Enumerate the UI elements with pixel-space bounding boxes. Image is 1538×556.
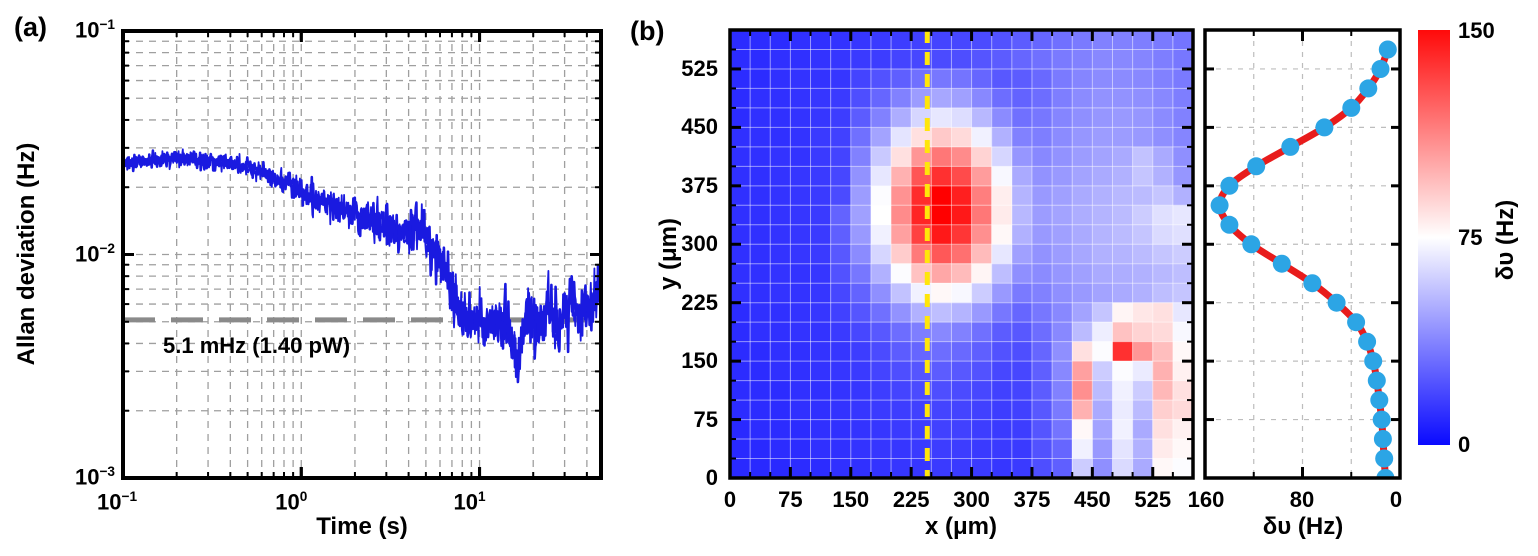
profile-x-axis-title: δυ (Hz) bbox=[1262, 513, 1344, 540]
panel-a-y-tick-label: 10−3 bbox=[74, 464, 115, 490]
heatmap-x-tick-label: 150 bbox=[832, 487, 870, 512]
heatmap-x-tick-label: 525 bbox=[1134, 487, 1172, 512]
panel-a-label: (a) bbox=[14, 12, 47, 42]
profile-tick-160: 160 bbox=[1187, 487, 1225, 512]
heatmap-y-tick-label: 525 bbox=[681, 55, 718, 81]
panel-a-x-tick-label: 100 bbox=[275, 489, 308, 515]
panel-a-x-axis-title: Time (s) bbox=[316, 513, 408, 540]
heatmap-y-tick-label: 150 bbox=[681, 348, 718, 374]
profile-tick-80: 80 bbox=[1289, 487, 1315, 512]
panel-a-x-tick-label: 10−1 bbox=[97, 489, 138, 515]
heatmap-y-tick-label: 450 bbox=[681, 114, 718, 140]
heatmap-x-axis-title: x (μm) bbox=[924, 513, 998, 540]
colorbar-min-label: 0 bbox=[1458, 432, 1471, 457]
heatmap-y-tick-label: 375 bbox=[681, 172, 718, 198]
heatmap-x-tick-label: 225 bbox=[892, 487, 930, 512]
colorbar-title: δυ (Hz) bbox=[1492, 199, 1519, 281]
panel-a-y-axis-title: Allan deviation (Hz) bbox=[13, 142, 40, 366]
panel-b-label: (b) bbox=[630, 16, 665, 46]
heatmap-y-tick-label: 0 bbox=[705, 465, 718, 490]
heatmap-x-tick-label: 300 bbox=[953, 487, 990, 512]
heatmap-x-tick-label: 450 bbox=[1073, 487, 1111, 512]
heatmap-x-tick-label: 0 bbox=[723, 487, 737, 512]
colorbar-mid-label: 75 bbox=[1458, 225, 1483, 250]
heatmap-y-tick-label: 225 bbox=[681, 289, 718, 315]
heatmap-x-tick-label: 75 bbox=[778, 487, 803, 512]
reference-line-annotation: 5.1 mHz (1.40 pW) bbox=[163, 333, 351, 358]
heatmap-x-tick-label: 375 bbox=[1013, 487, 1051, 512]
panel-a-x-tick-label: 101 bbox=[453, 489, 486, 515]
colorbar-max-label: 150 bbox=[1458, 18, 1495, 43]
panel-a-y-tick-label: 10−1 bbox=[74, 17, 115, 43]
heatmap-y-tick-label: 300 bbox=[681, 231, 718, 257]
profile-tick-0: 0 bbox=[1389, 487, 1403, 512]
heatmap-y-tick-label: 75 bbox=[693, 406, 718, 432]
panel-a-y-tick-label: 10−2 bbox=[74, 240, 115, 266]
